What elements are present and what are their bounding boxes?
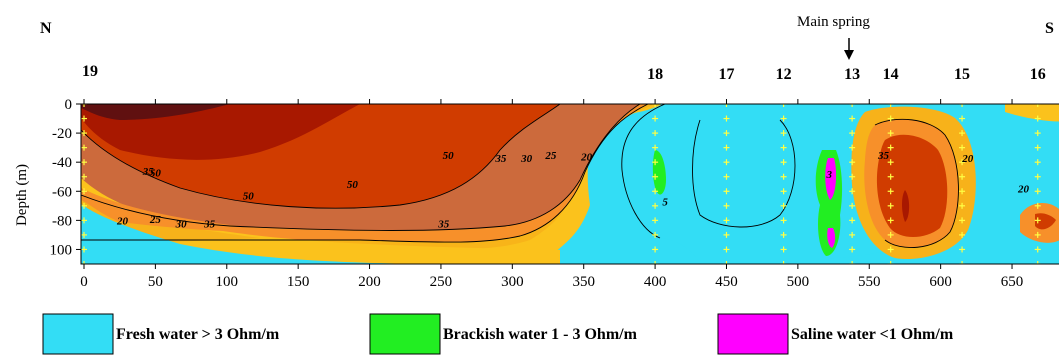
x-tick-label: 450 xyxy=(715,274,738,290)
legend-swatch xyxy=(369,313,441,355)
y-tick-label: 0 xyxy=(65,97,73,113)
bottom-fresh xyxy=(81,204,420,264)
station-label: 19 xyxy=(82,63,98,80)
contour-label: 35 xyxy=(437,218,450,230)
plot-frame xyxy=(80,103,1059,265)
x-tick-label: 0 xyxy=(80,274,88,290)
station-label: 17 xyxy=(718,66,734,83)
contour-label: 50 xyxy=(443,150,455,162)
contour-label: 3 xyxy=(826,169,833,181)
contour-label: 20 xyxy=(116,215,129,227)
legend-swatch xyxy=(42,313,114,355)
contour-label: 35 xyxy=(877,150,890,162)
electrode-markers xyxy=(81,104,1041,264)
warm-lens-670-core xyxy=(1035,213,1056,230)
station-label: 16 xyxy=(1030,66,1046,83)
contour-label: 50 xyxy=(150,167,162,179)
contour-label: 30 xyxy=(520,153,533,165)
y-tick-label: -40 xyxy=(52,155,72,171)
station-label: 12 xyxy=(776,66,792,83)
warm-body-580-inner xyxy=(876,134,948,237)
saline-lens-530-lower xyxy=(827,228,836,248)
station-label: 15 xyxy=(954,66,970,83)
contour-lines xyxy=(81,104,959,248)
y-axis-label: Depth (m) xyxy=(14,164,30,226)
x-tick-label: 150 xyxy=(287,274,310,290)
x-tick-label: 550 xyxy=(858,274,881,290)
y-tick-label: 100 xyxy=(50,242,73,258)
x-tick-label: 500 xyxy=(787,274,810,290)
contour-label: 35 xyxy=(142,166,155,178)
main-spring-arrow xyxy=(844,38,854,60)
station-label: 18 xyxy=(647,66,663,83)
fresh-zone-inner-left xyxy=(692,120,795,228)
y-axis: 0 -20 -40 -60 -80 100 xyxy=(50,97,81,258)
station-label: 13 xyxy=(844,66,860,83)
contour-label: 50 xyxy=(347,179,359,191)
warm-patch-640 xyxy=(1005,104,1059,122)
contour-label: 35 xyxy=(494,153,507,165)
y-tick-label: -20 xyxy=(52,126,72,142)
brackish-lens-400 xyxy=(652,150,666,195)
contour-band-90 xyxy=(81,104,230,120)
x-tick-label: 400 xyxy=(644,274,667,290)
contour-label: 20 xyxy=(961,153,974,165)
legend-label: Fresh water > 3 Ohm/m xyxy=(116,326,280,343)
contour-label: 20 xyxy=(580,151,593,163)
y-tick-label: -80 xyxy=(52,213,72,229)
contour-label: 35 xyxy=(203,218,216,230)
y-tick-label: -60 xyxy=(52,184,72,200)
contour-label: 30 xyxy=(175,218,188,230)
x-axis: 0 50 100 150 200 250 300 350 400 450 500 550 600 650 xyxy=(80,99,1023,290)
main-spring-annotation: Main spring xyxy=(797,14,870,30)
x-tick-label: 600 xyxy=(929,274,952,290)
x-tick-label: 650 xyxy=(1001,274,1024,290)
x-tick-label: 200 xyxy=(358,274,381,290)
warm-body-580-core xyxy=(902,190,910,222)
bottom-band-20 xyxy=(81,178,560,264)
contour-label: 25 xyxy=(544,150,557,162)
station-label: 14 xyxy=(883,66,899,83)
bottom-band-30 xyxy=(81,188,300,233)
contour-label: 50 xyxy=(243,191,255,203)
legend-swatch xyxy=(717,313,789,355)
legend-label: Brackish water 1 - 3 Ohm/m xyxy=(443,326,638,343)
x-tick-label: 250 xyxy=(430,274,453,290)
contour-label: 25 xyxy=(149,214,162,226)
legend: Fresh water > 3 Ohm/m Brackish water 1 - … xyxy=(42,313,954,355)
x-tick-label: 300 xyxy=(501,274,524,290)
north-label: N xyxy=(40,20,52,37)
x-tick-label: 350 xyxy=(572,274,595,290)
contour-label: 20 xyxy=(1017,183,1030,195)
legend-label: Saline water <1 Ohm/m xyxy=(791,326,954,343)
x-tick-label: 50 xyxy=(148,274,163,290)
contour-label: 5 xyxy=(662,196,668,208)
south-label: S xyxy=(1045,20,1054,37)
station-labels: 19 18 17 12 13 14 15 16 xyxy=(82,63,1046,83)
x-tick-label: 100 xyxy=(216,274,239,290)
saline-lens-530-upper xyxy=(825,158,837,200)
